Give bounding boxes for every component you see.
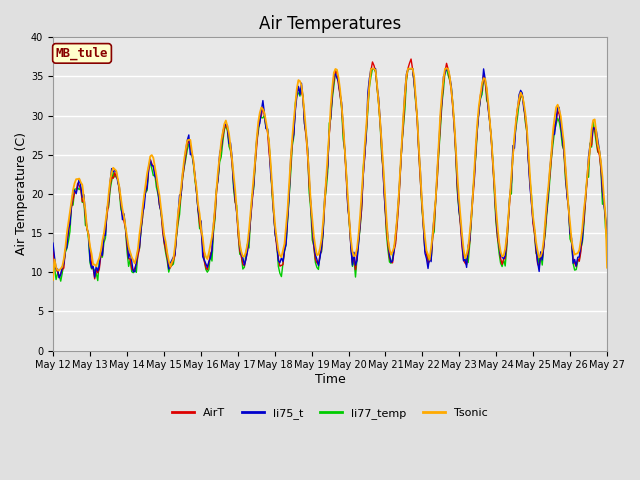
- Title: Air Temperatures: Air Temperatures: [259, 15, 401, 33]
- Text: MB_tule: MB_tule: [56, 47, 108, 60]
- Legend: AirT, li75_t, li77_temp, Tsonic: AirT, li75_t, li77_temp, Tsonic: [168, 403, 492, 423]
- X-axis label: Time: Time: [315, 373, 346, 386]
- Y-axis label: Air Temperature (C): Air Temperature (C): [15, 132, 28, 255]
